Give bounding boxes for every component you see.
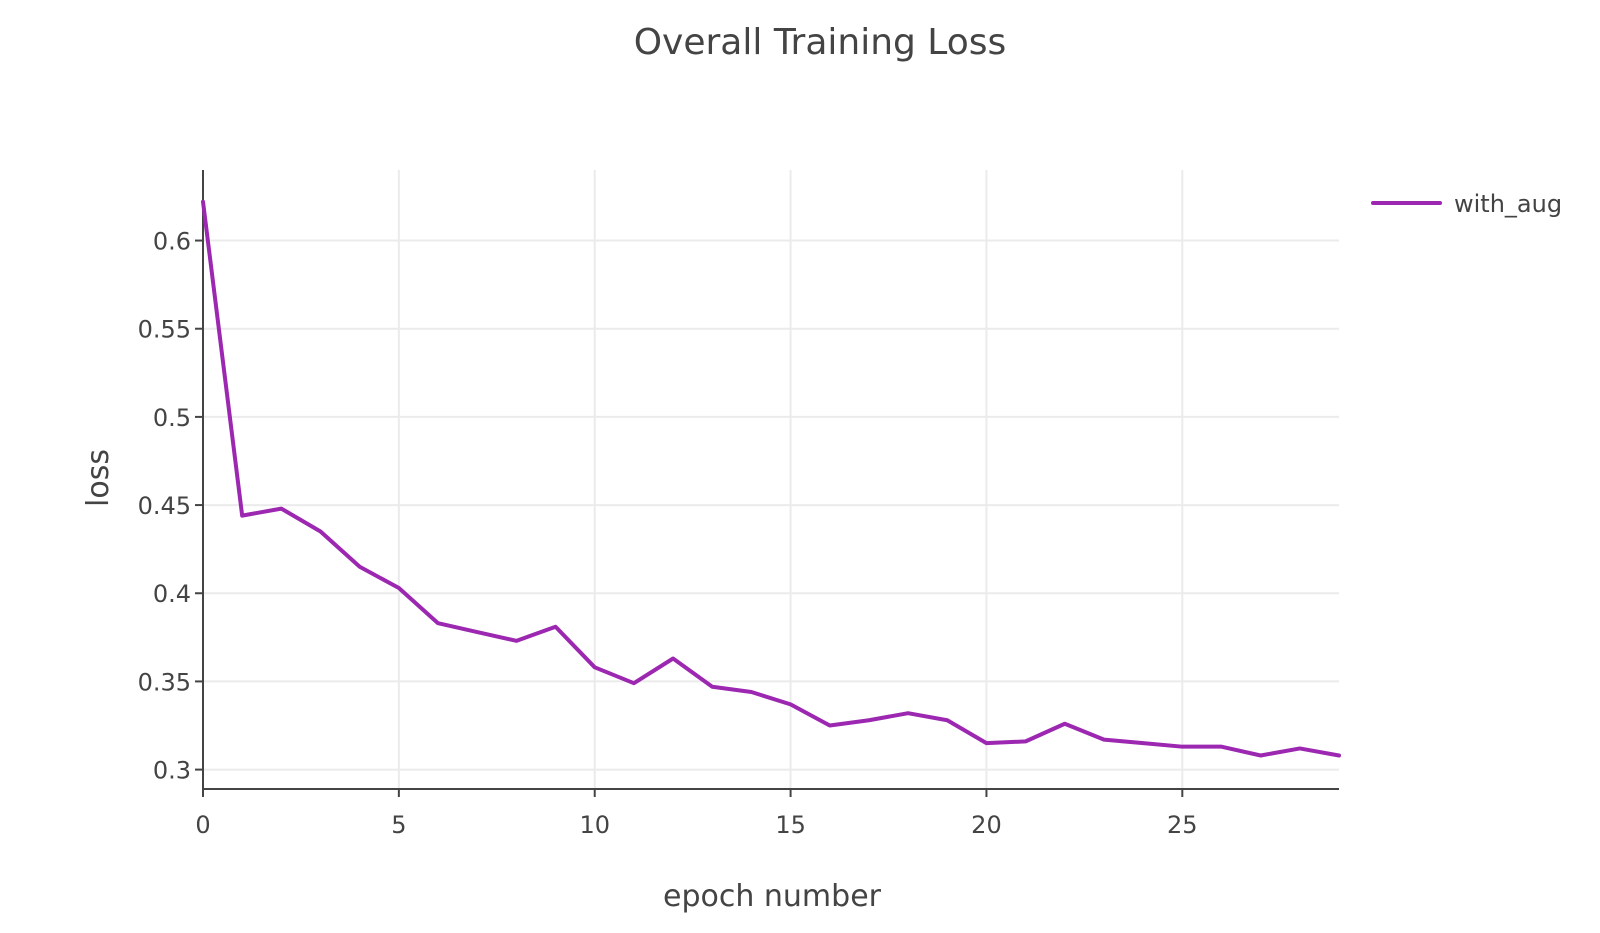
x-axis-label: epoch number [663, 879, 882, 914]
x-tick-label: 5 [391, 811, 406, 839]
y-tick-label: 0.45 [138, 492, 191, 520]
axis-titles: epoch number loss [81, 449, 882, 914]
x-tick-label: 0 [195, 811, 210, 839]
y-tick-label: 0.55 [138, 316, 191, 344]
title-group: Overall Training Loss [634, 22, 1007, 63]
x-tick-label: 10 [579, 811, 610, 839]
legend-label: with_aug [1454, 190, 1562, 218]
plot-series [201, 199, 1341, 758]
axes: 0 5 10 15 20 25 0.3 0.35 0.4 0.45 0.5 0.55 0.6 [138, 170, 1339, 839]
x-tick-label: 25 [1167, 811, 1198, 839]
y-tick-label: 0.3 [153, 757, 191, 785]
y-tick-label: 0.4 [153, 580, 191, 608]
y-tick-label: 0.6 [153, 228, 191, 256]
gridlines [202, 170, 1339, 789]
x-tick-label: 15 [775, 811, 806, 839]
y-tick-label: 0.35 [138, 668, 191, 696]
y-axis-label: loss [81, 449, 116, 507]
legend: with_aug [1371, 190, 1562, 218]
series-line-with_aug [201, 199, 1341, 758]
x-tick-label: 20 [971, 811, 1002, 839]
chart-title: Overall Training Loss [634, 22, 1007, 63]
y-tick-label: 0.5 [153, 404, 191, 432]
